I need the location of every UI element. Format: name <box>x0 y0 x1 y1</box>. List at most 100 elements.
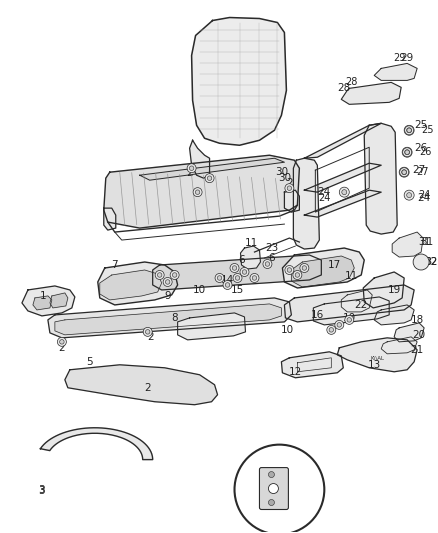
Circle shape <box>285 184 294 192</box>
Polygon shape <box>341 83 401 104</box>
Polygon shape <box>65 365 218 405</box>
Text: 14: 14 <box>221 275 234 285</box>
Polygon shape <box>191 18 286 146</box>
Circle shape <box>287 186 292 190</box>
Polygon shape <box>392 232 423 257</box>
Circle shape <box>189 166 194 171</box>
Text: 11: 11 <box>245 238 258 248</box>
Circle shape <box>268 472 275 478</box>
Circle shape <box>339 187 349 197</box>
Text: 16: 16 <box>311 310 324 320</box>
Polygon shape <box>98 262 178 305</box>
Polygon shape <box>337 338 417 372</box>
Circle shape <box>187 164 196 173</box>
Text: 29: 29 <box>400 53 414 63</box>
Text: 2: 2 <box>145 383 151 393</box>
Polygon shape <box>284 190 300 212</box>
FancyBboxPatch shape <box>259 467 288 510</box>
Polygon shape <box>284 285 414 322</box>
Text: 21: 21 <box>410 345 424 355</box>
Text: 33: 33 <box>298 482 311 492</box>
Circle shape <box>268 483 279 494</box>
Circle shape <box>223 280 232 289</box>
Text: 13: 13 <box>367 360 381 370</box>
Polygon shape <box>381 337 417 354</box>
Text: 26: 26 <box>419 147 431 157</box>
Circle shape <box>232 266 237 270</box>
Text: 2: 2 <box>59 343 65 353</box>
Circle shape <box>157 273 162 277</box>
Text: 30: 30 <box>275 167 288 177</box>
Circle shape <box>173 273 177 277</box>
Circle shape <box>402 170 406 174</box>
Text: 24: 24 <box>318 187 331 197</box>
Polygon shape <box>50 293 68 308</box>
Circle shape <box>347 318 352 322</box>
Text: 1: 1 <box>39 291 46 301</box>
Circle shape <box>404 125 414 135</box>
Text: 27: 27 <box>416 167 428 177</box>
Circle shape <box>234 445 324 533</box>
Text: 6: 6 <box>268 253 275 263</box>
Circle shape <box>265 262 270 266</box>
Polygon shape <box>48 298 291 338</box>
Circle shape <box>233 273 242 282</box>
Circle shape <box>240 268 249 277</box>
Circle shape <box>225 282 230 287</box>
Text: 11: 11 <box>345 271 358 281</box>
Circle shape <box>230 263 239 272</box>
Text: 2: 2 <box>186 168 193 178</box>
Circle shape <box>143 327 152 336</box>
Circle shape <box>413 254 429 270</box>
Circle shape <box>300 263 309 272</box>
Circle shape <box>170 270 179 279</box>
Circle shape <box>60 340 64 344</box>
Polygon shape <box>140 158 284 180</box>
Polygon shape <box>374 63 417 80</box>
Circle shape <box>242 270 247 274</box>
Text: 32: 32 <box>425 257 437 267</box>
Circle shape <box>235 276 240 280</box>
Text: 31: 31 <box>420 237 434 247</box>
Circle shape <box>404 190 414 200</box>
Text: 19: 19 <box>388 285 401 295</box>
Text: 2: 2 <box>286 178 293 188</box>
Circle shape <box>268 499 275 505</box>
Polygon shape <box>313 297 389 325</box>
Circle shape <box>399 167 409 177</box>
Circle shape <box>217 276 222 280</box>
Circle shape <box>215 273 224 282</box>
Polygon shape <box>304 190 381 217</box>
Polygon shape <box>104 208 116 230</box>
Text: 10: 10 <box>193 285 206 295</box>
Text: 28: 28 <box>338 83 351 93</box>
Text: 9: 9 <box>164 291 171 301</box>
Text: 2: 2 <box>147 332 154 342</box>
Text: 30: 30 <box>278 173 291 183</box>
Polygon shape <box>55 304 281 335</box>
Polygon shape <box>304 123 381 158</box>
Circle shape <box>327 325 336 334</box>
Circle shape <box>263 260 272 269</box>
Text: 26: 26 <box>414 143 428 154</box>
Circle shape <box>402 147 412 157</box>
Circle shape <box>252 276 257 280</box>
Polygon shape <box>374 305 414 325</box>
Polygon shape <box>100 270 162 300</box>
Text: 20: 20 <box>413 330 426 340</box>
Circle shape <box>405 126 413 135</box>
Circle shape <box>405 150 410 155</box>
Text: 7: 7 <box>111 260 118 270</box>
Polygon shape <box>40 428 153 459</box>
Polygon shape <box>304 163 381 192</box>
Text: 29: 29 <box>393 53 405 63</box>
Text: 28: 28 <box>345 77 357 87</box>
Polygon shape <box>283 248 364 288</box>
Polygon shape <box>293 158 319 249</box>
Text: 10: 10 <box>281 325 294 335</box>
Text: 32: 32 <box>424 257 438 267</box>
Polygon shape <box>341 290 372 312</box>
Circle shape <box>345 316 354 325</box>
Text: 8: 8 <box>171 313 178 323</box>
Circle shape <box>403 148 412 157</box>
